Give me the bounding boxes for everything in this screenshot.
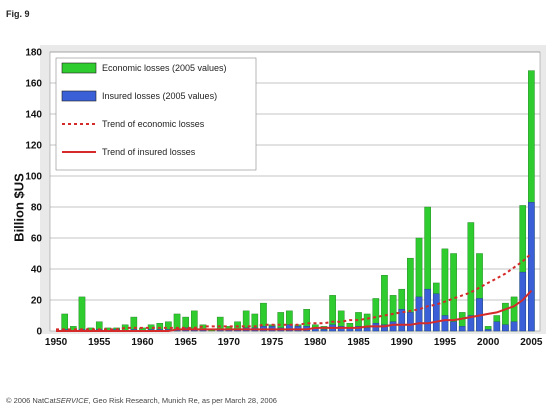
insured-bar bbox=[389, 321, 397, 332]
x-tick-label: 1960 bbox=[131, 337, 154, 348]
y-tick-label: 60 bbox=[31, 234, 43, 245]
insured-bar bbox=[415, 296, 423, 332]
credit-line: © 2006 NatCatSERVICE, Geo Risk Research,… bbox=[6, 396, 277, 405]
insured-bar bbox=[450, 321, 457, 332]
legend-economic-label: Economic losses (2005 values) bbox=[102, 63, 227, 73]
credit-service: SERVICE bbox=[55, 396, 89, 405]
y-tick-label: 40 bbox=[31, 265, 43, 276]
x-tick-label: 1950 bbox=[45, 337, 68, 348]
trend-insured-line bbox=[56, 290, 533, 332]
x-tick-label: 2000 bbox=[477, 337, 500, 348]
economic-bar bbox=[381, 275, 388, 332]
trend-economic-line bbox=[56, 252, 533, 331]
x-tick-label: 1975 bbox=[261, 337, 284, 348]
x-tick-label: 1985 bbox=[347, 337, 370, 348]
insured-bar bbox=[398, 309, 406, 332]
x-tick-label: 1980 bbox=[304, 337, 327, 348]
insured-bar bbox=[528, 202, 535, 332]
insured-bar bbox=[441, 315, 449, 332]
insured-bar bbox=[424, 288, 431, 332]
insured-bar bbox=[484, 329, 492, 332]
economic-bar bbox=[78, 296, 86, 332]
x-tick-label: 1990 bbox=[391, 337, 414, 348]
y-tick-label: 120 bbox=[25, 141, 42, 152]
legend-trend-insured-label: Trend of insured losses bbox=[102, 147, 196, 157]
credit-prefix: © 2006 NatCat bbox=[6, 396, 56, 405]
insured-bar bbox=[493, 321, 501, 332]
insured-bar bbox=[467, 315, 475, 332]
insured-bar bbox=[363, 327, 371, 332]
y-tick-label: 20 bbox=[31, 296, 43, 307]
y-ticks: 0 20 40 60 80 100 120 140 160 180 bbox=[25, 48, 42, 338]
y-tick-label: 160 bbox=[25, 79, 42, 90]
economic-bar bbox=[130, 316, 138, 332]
legend-economic-swatch bbox=[61, 62, 97, 74]
legend-insured-swatch bbox=[61, 90, 97, 102]
y-tick-label: 140 bbox=[25, 110, 42, 121]
y-tick-label: 0 bbox=[36, 327, 42, 338]
x-tick-label: 1955 bbox=[88, 337, 111, 348]
insured-bar bbox=[286, 324, 293, 332]
x-tick-label: 1995 bbox=[434, 337, 457, 348]
insured-bar bbox=[432, 293, 440, 332]
insured-bar bbox=[458, 326, 466, 332]
credit-suffix: , Geo Risk Research, Munich Re, as per M… bbox=[88, 396, 277, 405]
y-tick-label: 180 bbox=[25, 48, 42, 59]
legend-trend-economic-label: Trend of economic losses bbox=[102, 119, 205, 129]
x-ticks: 1950 1955 1960 1965 1970 1975 1980 1985 1990 1995… bbox=[45, 337, 543, 348]
x-tick-label: 1970 bbox=[218, 337, 241, 348]
insured-bar bbox=[381, 324, 388, 332]
x-tick-label: 1965 bbox=[175, 337, 198, 348]
insured-bar bbox=[502, 324, 509, 332]
economic-bars bbox=[61, 70, 535, 332]
insured-bar bbox=[320, 329, 328, 332]
insured-bar bbox=[407, 312, 414, 332]
economic-bar bbox=[467, 222, 475, 332]
figure-label: Fig. 9 bbox=[6, 9, 30, 19]
insured-bar bbox=[510, 321, 518, 332]
x-tick-label: 2005 bbox=[520, 337, 543, 348]
legend-insured-label: Insured losses (2005 values) bbox=[102, 91, 217, 101]
legend: Economic losses (2005 values) Insured lo… bbox=[55, 57, 257, 171]
y-tick-label: 80 bbox=[31, 203, 43, 214]
y-tick-label: 100 bbox=[25, 172, 42, 183]
